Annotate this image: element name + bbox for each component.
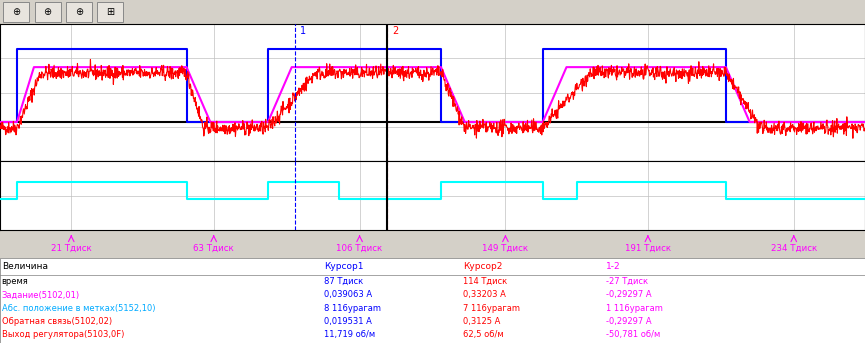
Text: 0,33203 А: 0,33203 А xyxy=(463,291,506,299)
Text: 63 Тдиск: 63 Тдиск xyxy=(194,244,234,252)
Text: 0,019531 А: 0,019531 А xyxy=(324,317,372,326)
Text: 0,039063 А: 0,039063 А xyxy=(324,291,373,299)
Text: ⊕: ⊕ xyxy=(43,7,52,17)
Text: -0,29297 А: -0,29297 А xyxy=(606,317,651,326)
Text: 11,719 об/м: 11,719 об/м xyxy=(324,330,375,339)
Text: 106 Тдиск: 106 Тдиск xyxy=(336,244,382,252)
Text: время: время xyxy=(2,277,29,286)
Text: -0,29297 А: -0,29297 А xyxy=(606,291,651,299)
Text: 7 116урагаm: 7 116урагаm xyxy=(463,304,520,312)
Text: 234 Тдиск: 234 Тдиск xyxy=(771,244,817,252)
Text: ⊞: ⊞ xyxy=(106,7,114,17)
Text: Величина: Величина xyxy=(2,261,48,271)
Text: Обратная связь(5102,02): Обратная связь(5102,02) xyxy=(2,317,112,326)
Text: ⊕: ⊕ xyxy=(12,7,21,17)
Text: Абс. положение в метках(5152,10): Абс. положение в метках(5152,10) xyxy=(2,304,155,312)
Text: 87 Тдиск: 87 Тдиск xyxy=(324,277,363,286)
Text: 1: 1 xyxy=(300,26,306,36)
Text: 1-2: 1-2 xyxy=(606,261,620,271)
Text: Задание(5102,01): Задание(5102,01) xyxy=(2,291,80,299)
Text: 191 Тдиск: 191 Тдиск xyxy=(625,244,671,252)
Text: 1 116урагаm: 1 116урагаm xyxy=(606,304,663,312)
Bar xyxy=(35,2,61,22)
Bar xyxy=(97,2,123,22)
Text: 0,3125 А: 0,3125 А xyxy=(463,317,500,326)
Text: Курсор1: Курсор1 xyxy=(324,261,364,271)
Bar xyxy=(3,2,29,22)
Text: Выход регулятора(5103,0F): Выход регулятора(5103,0F) xyxy=(2,330,124,339)
Text: 2: 2 xyxy=(392,26,398,36)
Text: -50,781 об/м: -50,781 об/м xyxy=(606,330,660,339)
Text: -27 Тдиск: -27 Тдиск xyxy=(606,277,648,286)
Bar xyxy=(0,258,865,343)
Bar xyxy=(66,2,92,22)
Text: Курсор2: Курсор2 xyxy=(463,261,503,271)
Text: 62,5 об/м: 62,5 об/м xyxy=(463,330,503,339)
Text: 21 Тдиск: 21 Тдиск xyxy=(51,244,92,252)
Text: ⊕: ⊕ xyxy=(74,7,83,17)
Text: 149 Тдиск: 149 Тдиск xyxy=(483,244,529,252)
Text: 114 Тдиск: 114 Тдиск xyxy=(463,277,507,286)
Text: 8 116урагаm: 8 116урагаm xyxy=(324,304,381,312)
